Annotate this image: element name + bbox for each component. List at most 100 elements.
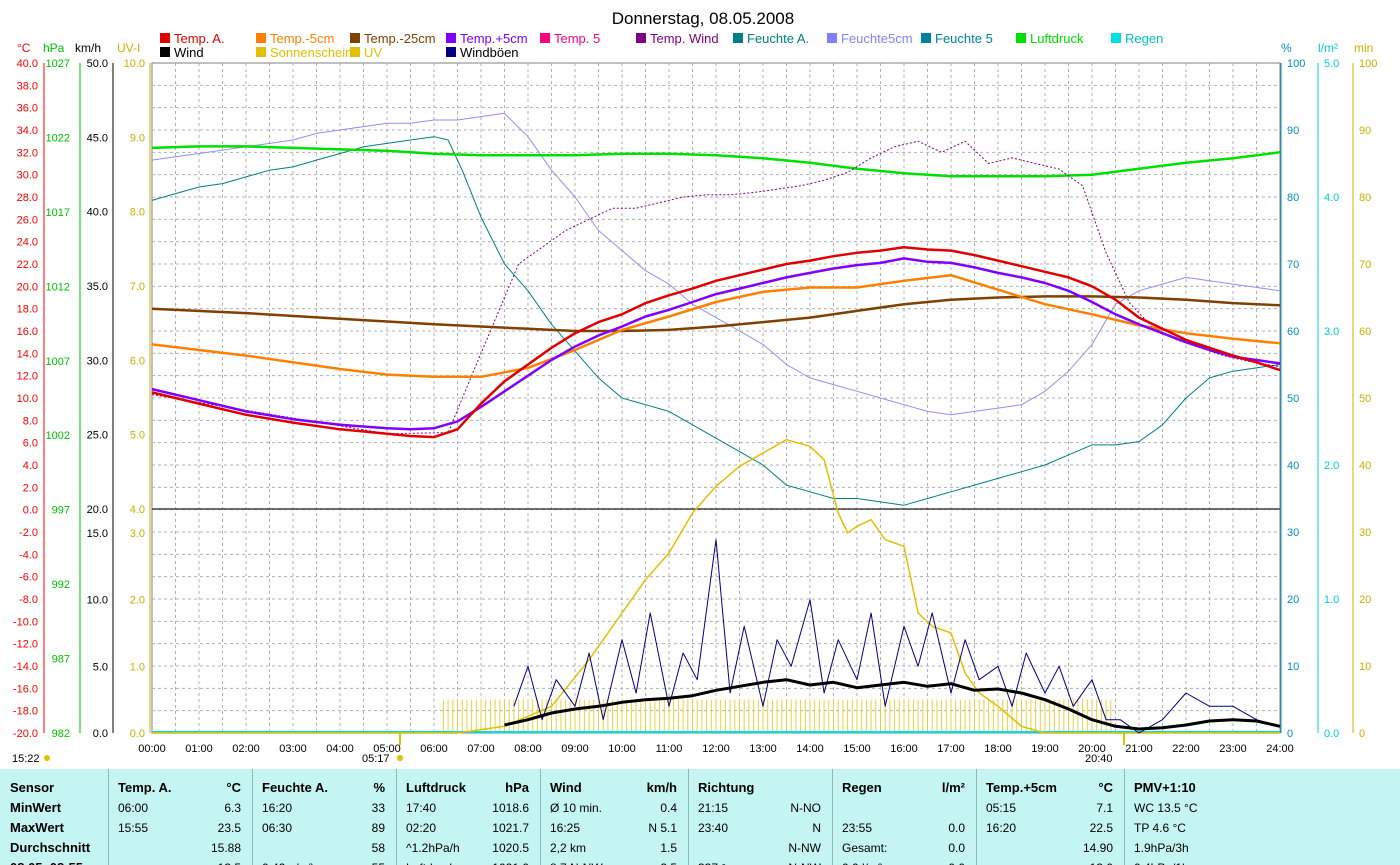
stats-cell-value: 1021.0 [397,861,529,865]
tick-wind: 20.0 [87,504,108,516]
tick-temp: -10.0 [13,616,38,628]
stats-cell-label: 337 ° [698,861,726,865]
tick-humidity: 70 [1287,259,1299,271]
weather-chart: Donnerstag, 08.05.2008 Temp. A. Temp.-5cm… [12,9,1377,765]
legend-swatch [733,33,743,43]
stats-cell-label: 21:15 [698,801,729,815]
axis-header-pressure: hPa [43,41,65,55]
tick-humidity: 80 [1287,192,1299,204]
tick-wind: 25.0 [87,430,108,442]
tick-humidity: 0 [1287,728,1293,740]
tick-uv-lower: 0.0 [130,728,145,740]
sun-icon [397,755,403,761]
series-luftdruck [151,145,1281,178]
tick-x: 13:00 [749,743,777,755]
tick-pressure: 1022 [46,132,70,144]
stats-cell-value: 1021.7 [492,821,529,835]
tick-temp: -20.0 [13,728,38,740]
stats-row-label: 08.05. 08:55 [10,861,83,865]
tick-sunshine: 30 [1359,527,1371,539]
tick-sunshine: 90 [1359,125,1371,137]
stats-cell-value: 0.4 [660,801,677,815]
stats-cell-value: 89 [371,821,385,835]
stats-cell-value: 55 [253,861,385,865]
tick-uv: 9.0 [130,132,145,144]
stats-column: Feuchte A.% 16:20 33 06:30 89 58 0.42 g/m³55 [252,769,397,865]
stats-col-unit: % [373,780,385,795]
tick-temp: 0.0 [23,505,38,517]
stats-cell-label: 8.7 N-NW [550,861,603,865]
stats-row-label: Sensor [10,780,55,795]
tick-sunshine: 100 [1359,58,1377,70]
tick-sunshine: 0 [1359,728,1365,740]
tick-temp: 34.0 [17,125,38,137]
series-uv [152,438,1280,734]
stats-col-header: Temp. A. [118,780,172,795]
tick-temp: 10.0 [17,393,38,405]
stats-cell-label: Luftdruck [406,861,455,865]
axis-header-wind: km/h [75,41,101,55]
stats-cell-value: N-NW [788,841,821,855]
chart-title: Donnerstag, 08.05.2008 [612,9,794,28]
statistics-table: Sensor MinWert MaxWert Durchschnitt 08.05. 0… [0,769,1400,865]
series-wind [504,678,1281,731]
tick-x: 07:00 [467,743,495,755]
axes: °C hPa km/h UV-I% l/m² min 40.0 38.0 36.0 34.0 32.… [12,41,1377,765]
tick-rain: 0.0 [1324,728,1339,740]
tick-temp: 8.0 [23,415,38,427]
tick-humidity: 20 [1287,594,1299,606]
tick-temp: 24.0 [17,237,38,249]
legend-swatch [350,47,360,57]
tick-wind: 50.0 [87,58,108,70]
stats-cell-value: 2.5 [541,861,677,865]
tick-wind: 40.0 [87,207,108,219]
stats-row-label: MinWert [10,800,62,815]
tick-x: 10:00 [608,743,636,755]
legend-swatch [1016,33,1026,43]
tick-temp: -8.0 [19,594,38,606]
tick-temp: 22.0 [17,259,38,271]
stats-cell-label: Gesamt: [842,841,888,855]
tick-x: 05:00 [373,743,401,755]
tick-pressure: 1027 [46,58,70,70]
tick-x: 18:00 [984,743,1012,755]
tick-x: 14:00 [796,743,824,755]
tick-pressure: 997 [52,505,70,517]
tick-uv: 5.0 [130,430,145,442]
series-temp-plus5cm [151,257,1281,431]
stats-row-label: MaxWert [10,820,64,835]
marker-moonrise: 15:22 [12,753,40,765]
stats-cell-value: N-NO [790,801,821,815]
stats-cell-label: ^1.2hPa/h [406,841,460,855]
stats-col-header: Wind [550,780,582,795]
tick-wind-lower: 15.0 [87,528,108,540]
legend-swatch [256,47,266,57]
tick-temp: 40.0 [17,58,38,70]
stats-cell-label: 0.42 g/m³ [262,861,313,865]
tick-x: 21:00 [1125,743,1153,755]
stats-cell-value: N [812,821,821,835]
tick-pressure: 987 [52,654,70,666]
tick-temp: -14.0 [13,661,38,673]
tick-temp: -16.0 [13,683,38,695]
stats-cell-value: 0.0 [948,821,965,835]
tick-humidity: 50 [1287,393,1299,405]
tick-temp: 38.0 [17,80,38,92]
legend-label: Temp. 5 [554,31,600,46]
tick-temp: 20.0 [17,281,38,293]
legend-swatch [540,33,550,43]
axis-header-humidity: % [1281,41,1292,55]
stats-col-unit: °C [1098,780,1113,795]
tick-wind: 35.0 [87,281,108,293]
stats-cell-label: 06:30 [262,821,293,835]
tick-temp: -12.0 [13,639,38,651]
marker-sunrise: 05:17 [362,753,390,765]
legend-label: Regen [1125,31,1163,46]
tick-temp: 12.0 [17,371,38,383]
tick-uv: 4.0 [130,504,145,516]
tick-wind: 30.0 [87,355,108,367]
stats-cell-value: 6.3 [224,801,241,815]
legend-swatch [350,33,360,43]
tick-uv-lower: 2.0 [130,595,145,607]
legend-swatch [160,47,170,57]
